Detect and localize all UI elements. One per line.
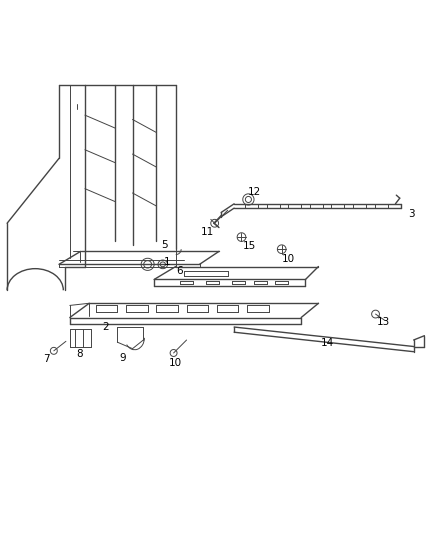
Text: 12: 12 — [248, 187, 261, 197]
Text: 14: 14 — [321, 338, 334, 349]
Text: 7: 7 — [43, 354, 49, 365]
Text: 13: 13 — [377, 317, 390, 327]
Text: 10: 10 — [282, 254, 295, 264]
Text: 2: 2 — [102, 322, 109, 332]
Text: 5: 5 — [162, 240, 168, 250]
Text: 6: 6 — [176, 266, 183, 276]
Text: 1: 1 — [164, 257, 170, 267]
Text: 8: 8 — [77, 349, 83, 359]
Text: 15: 15 — [243, 241, 256, 251]
Text: 10: 10 — [169, 358, 182, 367]
Text: 11: 11 — [201, 227, 214, 237]
Text: 9: 9 — [120, 353, 126, 363]
Text: 3: 3 — [408, 209, 415, 219]
